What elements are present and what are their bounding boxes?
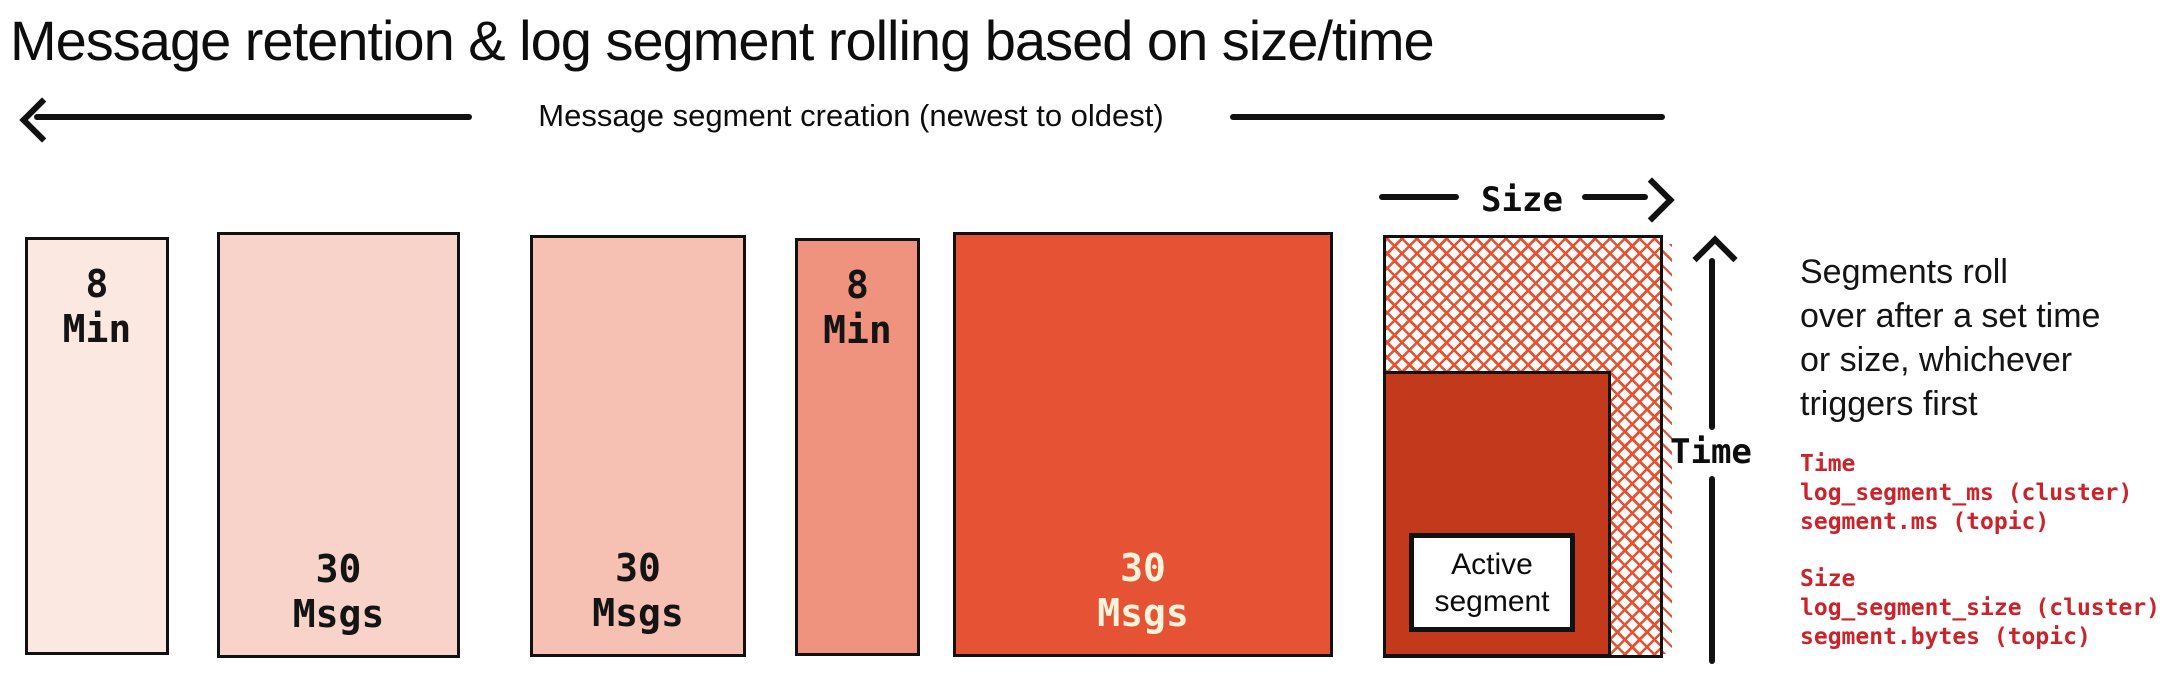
time-axis-line-lower (1709, 476, 1715, 664)
segment-label: 30 Msgs (292, 547, 385, 636)
arrow-left-icon (19, 97, 65, 143)
segment-label: 8 Min (62, 262, 132, 351)
config-line: segment.ms (topic) (1800, 509, 2050, 535)
time-axis-label: Time (1670, 432, 1752, 472)
active-segment-label: Active segment (1434, 547, 1550, 618)
size-axis-label: Size (1481, 180, 1563, 220)
page-title: Message retention & log segment rolling … (10, 9, 1435, 72)
note-line: Segments roll (1800, 253, 2008, 291)
segment-box-3: 30 Msgs (530, 235, 746, 657)
creation-arrow-line-left (34, 114, 472, 120)
size-config-heading: Size (1800, 566, 1856, 592)
time-axis-line-upper (1709, 258, 1715, 430)
config-line: segment.bytes (topic) (1800, 624, 2091, 650)
creation-arrow-line-right (1230, 114, 1665, 120)
creation-arrow-label: Message segment creation (newest to olde… (538, 98, 1164, 133)
segment-label: 30 Msgs (1097, 546, 1189, 635)
segment-box-4: 8 Min (795, 238, 920, 656)
active-segment-badge: Active segment (1409, 533, 1575, 632)
size-axis-dash (1379, 194, 1459, 200)
segment-label: 8 Min (823, 263, 892, 352)
segment-label: 30 Msgs (592, 546, 684, 635)
size-config-block: Size log_segment_size (cluster) segment.… (1800, 565, 2160, 652)
arrow-right-icon (1629, 177, 1675, 223)
config-line: log_segment_ms (cluster) (1800, 480, 2133, 506)
segment-box-1: 8 Min (25, 237, 169, 655)
segment-box-5: 30 Msgs (953, 232, 1333, 657)
size-axis-line (1582, 194, 1648, 200)
note-line: triggers first (1800, 385, 1978, 423)
time-config-heading: Time (1800, 451, 1856, 477)
note-line: over after a set time (1800, 297, 2101, 335)
config-line: log_segment_size (cluster) (1800, 595, 2161, 621)
note-line: or size, whichever (1800, 341, 2073, 379)
arrow-up-icon (1692, 235, 1738, 281)
time-config-block: Time log_segment_ms (cluster) segment.ms… (1800, 450, 2132, 537)
rollover-note: Segments roll over after a set time or s… (1800, 250, 2100, 426)
segment-box-2: 30 Msgs (217, 232, 460, 658)
hatch-overhang-decoration (1663, 244, 1672, 654)
